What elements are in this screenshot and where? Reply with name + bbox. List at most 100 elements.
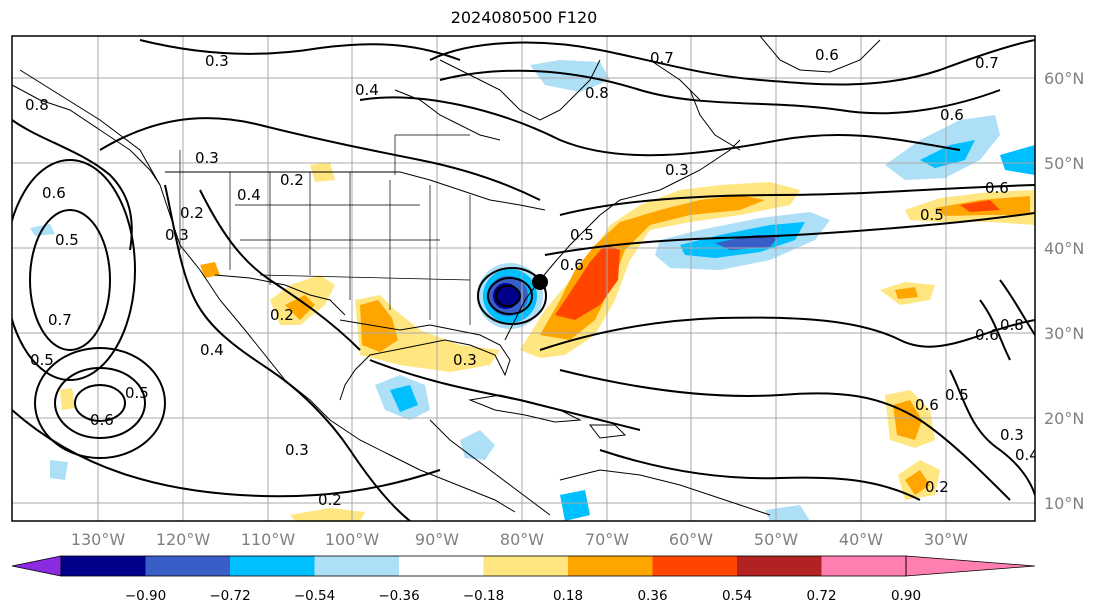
contour-label: 0.3 [285, 441, 309, 459]
contour-mid-2 [139, 39, 461, 61]
contour-label: 0.3 [195, 149, 219, 167]
colorbar-segment [61, 556, 146, 576]
colorbar-ticks: −0.90 −0.72 −0.54 −0.36 −0.18 0.18 0.36 … [125, 588, 921, 604]
contour-lines [12, 39, 1035, 521]
contour-label: 0.2 [270, 306, 294, 324]
coast-east [504, 139, 741, 341]
contour-label: 0.6 [815, 46, 839, 64]
contour-atlantic-band [544, 212, 1035, 256]
contour-label: 0.6 [985, 179, 1009, 197]
contour-south-3 [539, 316, 1035, 351]
contour-west-2 [199, 189, 361, 351]
colorbar-segment [145, 556, 230, 576]
lat-axis: 60°N 50°N 40°N 30°N 20°N 10°N [1044, 69, 1084, 513]
contour-label: 0.2 [280, 171, 304, 189]
shade-eastatl-pos-3 [905, 470, 930, 495]
colorbar-extend-high [905, 555, 1036, 577]
contour-label: 0.3 [453, 351, 477, 369]
contour-label: 0.4 [200, 341, 224, 359]
colorbar-segment [652, 556, 737, 576]
lat-label: 60°N [1044, 69, 1084, 88]
contour-label: 0.4 [355, 81, 379, 99]
colorbar-label: −0.54 [294, 588, 335, 604]
contour-caribbean [599, 449, 921, 501]
lon-axis: 130°W 120°W 110°W 100°W 90°W 80°W 70°W 6… [71, 530, 968, 549]
contour-storm-1 [495, 285, 521, 307]
lon-label: 90°W [415, 530, 459, 549]
contour-north-3 [359, 96, 961, 157]
coast-alaska [12, 84, 161, 186]
contour-label: 0.5 [920, 206, 944, 224]
contour-label-group: 0.3 0.4 0.7 0.8 0.6 0.7 0.6 0.6 0.5 0.3 … [25, 46, 1039, 509]
map-frame [11, 35, 1036, 522]
contour-label: 0.4 [237, 186, 261, 204]
coast-hispaniola [588, 424, 627, 439]
lon-label: 70°W [585, 530, 629, 549]
border-us-mexico [214, 274, 346, 316]
map-plot-area: 0.3 0.4 0.7 0.8 0.6 0.7 0.6 0.6 0.5 0.3 … [12, 36, 1039, 521]
contour-north-1 [429, 39, 1035, 86]
lon-label: 120°W [156, 530, 211, 549]
shade-carib-neg-3 [460, 430, 495, 460]
lon-label: 110°W [241, 530, 296, 549]
shade-bahamas-pos [60, 388, 75, 410]
shade-northatl-positive-3 [960, 200, 1000, 212]
colorbar: −0.90 −0.72 −0.54 −0.36 −0.18 0.18 0.36 … [11, 555, 1036, 604]
storm-center-marker [532, 274, 548, 290]
colorbar-segment [314, 556, 399, 576]
colorbar-segment [821, 556, 906, 576]
contour-label: 0.6 [42, 184, 66, 202]
lat-label: 10°N [1044, 494, 1084, 513]
coast-labrador [649, 59, 741, 151]
contour-pacific-west-2 [12, 159, 136, 381]
colorbar-label: 0.18 [553, 588, 583, 604]
contour-label: 0.8 [1000, 316, 1024, 334]
colorbar-label: −0.36 [378, 588, 419, 604]
lon-label: 60°W [669, 530, 713, 549]
colorbar-segment [230, 556, 315, 576]
shade-atlantic-negative-3 [715, 235, 780, 250]
contour-east-1 [949, 369, 1035, 496]
contour-label: 0.3 [665, 161, 689, 179]
lat-label: 20°N [1044, 409, 1084, 428]
contour-label: 0.7 [48, 311, 72, 329]
lon-label: 30°W [924, 530, 968, 549]
contour-label: 0.6 [975, 326, 999, 344]
coast-south-america [559, 469, 771, 516]
contour-mid-1 [99, 117, 541, 201]
lat-label: 40°N [1044, 239, 1084, 258]
lon-label: 130°W [71, 530, 126, 549]
colorbar-label: −0.18 [463, 588, 504, 604]
shade-hudson-neg [530, 60, 610, 92]
shade-red-eastcoast [555, 245, 620, 320]
colorbar-outline [60, 555, 907, 577]
contour-label: 0.5 [570, 226, 594, 244]
lon-label: 80°W [500, 530, 544, 549]
contour-west-1 [164, 184, 411, 521]
contour-storm-2 [487, 277, 533, 315]
colorbar-segment [737, 556, 822, 576]
contour-label: 0.7 [650, 49, 674, 67]
shade-caribbean-negative-2 [390, 385, 418, 412]
contour-gulf [369, 359, 641, 431]
map-title: 2024080500 F120 [450, 8, 598, 27]
colorbar-label: −0.72 [209, 588, 250, 604]
contour-label: 0.6 [90, 411, 114, 429]
contour-label: 0.3 [165, 226, 189, 244]
colorbar-label: 0.72 [806, 588, 836, 604]
lon-label: 50°W [754, 530, 798, 549]
contour-pacific-west [29, 209, 111, 351]
colorbar-label: 0.90 [891, 588, 921, 604]
colorbar-extend-low [11, 555, 62, 577]
contour-label: 0.4 [1015, 446, 1039, 464]
contour-south-2 [559, 369, 1011, 501]
contour-label: 0.3 [1000, 426, 1024, 444]
contour-atlantic-band-2 [559, 184, 1035, 216]
shade-pacific-neg-2 [50, 460, 68, 480]
shade-northatl-negative-2 [920, 140, 975, 168]
coast-central-am [429, 419, 551, 516]
colorbar-segment [483, 556, 568, 576]
coast-north-america [19, 69, 516, 513]
contour-label: 0.8 [25, 96, 49, 114]
